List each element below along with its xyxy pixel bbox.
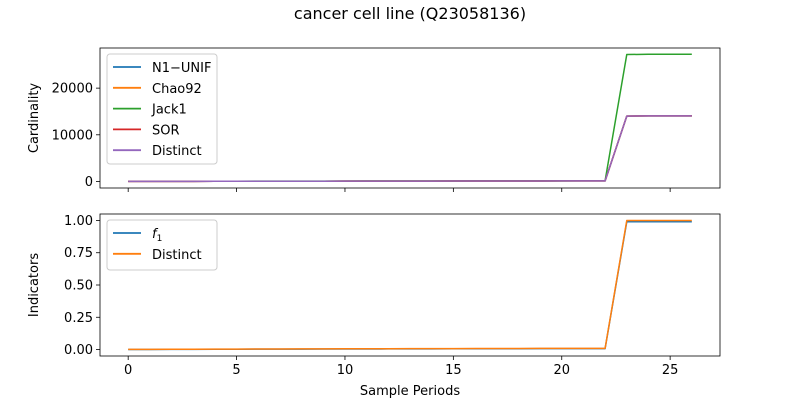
legend: N1−UNIF Chao92 Jack1 SOR Distinct — [106, 53, 218, 165]
y-tick-label: 0.75 — [64, 246, 93, 261]
top-panel-cardinality: 0 10000 20000 Cardinality N1−UNIF Chao92 Jack1… — [27, 47, 721, 192]
series-line-distinct — [128, 219, 692, 351]
figure-title: cancer cell line (Q23058136) — [294, 4, 526, 23]
series-line-distinct — [128, 115, 692, 183]
x-tick-label: 15 — [445, 363, 462, 378]
y-tick-label: 0.00 — [64, 343, 93, 358]
legend-label: Chao92 — [152, 82, 202, 97]
x-tick-label: 5 — [232, 363, 240, 378]
x-tick-label: 10 — [337, 363, 354, 378]
y-tick-label: 20000 — [52, 82, 93, 97]
legend-label: SOR — [152, 123, 180, 138]
x-tick-label: 25 — [662, 363, 679, 378]
bottom-panel-indicators: 0.00 0.25 0.50 0.75 1.00 0 5 10 15 20 25 Indicators… — [27, 213, 721, 399]
legend-label: N1−UNIF — [152, 61, 211, 76]
y-tick-label: 0 — [85, 175, 93, 190]
series-group — [128, 219, 692, 351]
legend-label: f1 — [152, 227, 162, 244]
legend: f1 Distinct — [106, 219, 218, 271]
legend-box — [106, 53, 218, 165]
legend-label: Distinct — [152, 144, 202, 159]
x-tick-label: 0 — [124, 363, 132, 378]
y-tick-label: 0.25 — [64, 311, 93, 326]
y-axis-label: Cardinality — [27, 83, 42, 154]
legend-label: Distinct — [152, 248, 202, 263]
axes-frame — [99, 47, 721, 189]
x-axis-label: Sample Periods — [360, 384, 460, 399]
y-tick-label: 1.00 — [64, 214, 93, 229]
series-group — [128, 53, 692, 183]
y-axis-label: Indicators — [27, 253, 42, 317]
x-tick-label: 20 — [553, 363, 570, 378]
y-tick-label: 0.50 — [64, 279, 93, 294]
y-tick-label: 10000 — [52, 128, 93, 143]
legend-label: Jack1 — [151, 103, 187, 118]
